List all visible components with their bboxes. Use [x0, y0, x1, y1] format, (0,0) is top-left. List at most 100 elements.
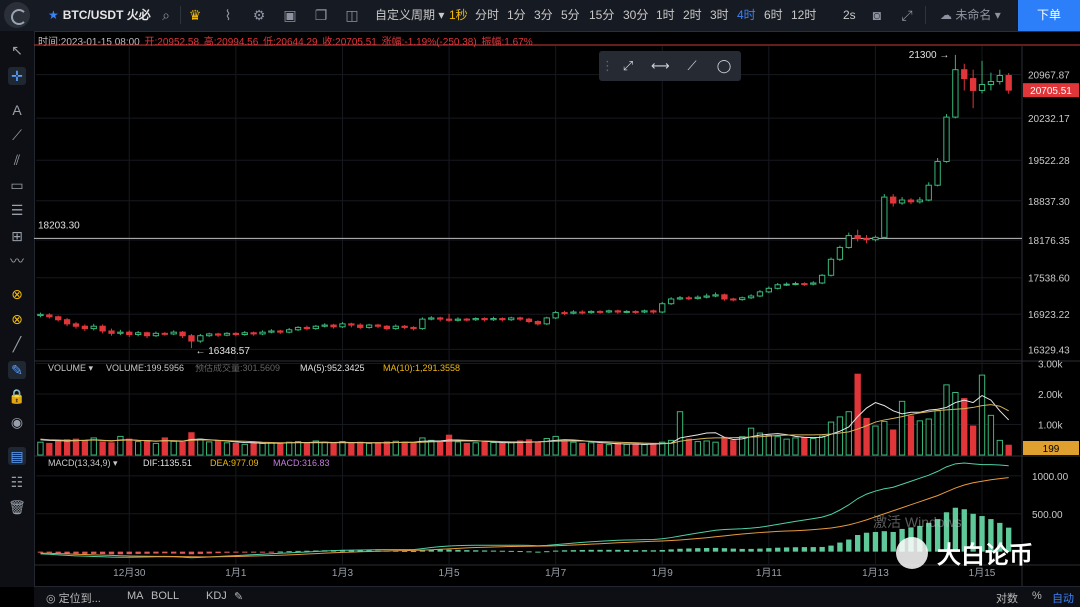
custom-period-dropdown[interactable]: 自定义周期 ▾	[375, 8, 445, 22]
grid-icon[interactable]: ⊞	[11, 228, 23, 244]
price-tick-label: 16329.43	[1028, 345, 1070, 356]
period-3[interactable]: 3分	[534, 8, 553, 22]
period-1[interactable]: 分时	[475, 8, 500, 22]
candle-body	[188, 335, 195, 342]
period-5[interactable]: 15分	[589, 8, 615, 22]
price-tick-label: 20232.17	[1028, 114, 1070, 125]
candle-body	[206, 333, 213, 337]
crown-icon[interactable]: ♛	[188, 7, 202, 23]
locate-button[interactable]: ◎ 定位到...	[46, 593, 101, 605]
top-toolbar: ★ BTC/USDT 火必 ⌕ ♛ ⌇ ⚙ ▣ ❐ ◫ 自定义周期 ▾ 1秒 分时 1…	[0, 0, 1080, 32]
macd-histogram-bar	[819, 546, 825, 552]
edit-icon[interactable]: ✎	[234, 591, 244, 603]
ma-indicator-button[interactable]: MA	[127, 590, 144, 602]
cloud-account[interactable]: ☁ 未命名 ▾	[940, 8, 1001, 22]
percent-scale-toggle[interactable]: %	[1032, 590, 1042, 602]
crosshair-icon[interactable]: ✛	[8, 67, 26, 85]
refresh-interval[interactable]: 2s	[843, 8, 856, 22]
objects-tree-icon[interactable]: ▤	[8, 447, 26, 465]
line-tool-icon[interactable]: ⟋	[687, 58, 697, 73]
volume-bar	[792, 437, 799, 456]
volume-bar	[454, 441, 462, 456]
favorite-star-icon[interactable]: ★	[48, 8, 59, 22]
candle-body	[472, 318, 479, 321]
volume-bar	[827, 421, 835, 456]
template-icon[interactable]: ❐	[314, 7, 328, 23]
checklist-icon[interactable]: ☷	[10, 474, 24, 490]
period-12[interactable]: 12时	[791, 8, 817, 22]
fullscreen-icon[interactable]: ⤢	[901, 7, 913, 23]
rectangle-icon[interactable]: ▭	[10, 177, 24, 193]
macd-histogram-bar	[739, 548, 745, 552]
magnet-icon[interactable]: ⊗	[11, 286, 23, 302]
channel-icon[interactable]: ⫽	[13, 152, 21, 168]
wave-icon[interactable]: 〰	[10, 253, 24, 269]
circle-tool-icon[interactable]: ◯	[716, 58, 732, 73]
candle-body	[99, 325, 106, 332]
period-7[interactable]: 1时	[656, 8, 675, 22]
volume-bar	[952, 391, 959, 456]
period-2[interactable]: 1分	[507, 8, 526, 22]
search-icon[interactable]: ⌕	[162, 7, 170, 23]
info-time: 时间:2023-01-15 08:00	[38, 37, 140, 48]
lock-icon[interactable]: 🔒	[8, 388, 26, 404]
macd-histogram-bar	[570, 550, 577, 552]
ruler-icon[interactable]: ╱	[12, 336, 22, 352]
order-button[interactable]: 下单	[1018, 0, 1080, 31]
cursor-arrow-icon[interactable]: ↖	[11, 42, 23, 58]
candle-body	[765, 287, 773, 293]
period-9[interactable]: 3时	[710, 8, 729, 22]
candle-body	[854, 235, 861, 240]
volume-bar	[774, 436, 781, 456]
macd-histogram-bar	[730, 548, 736, 552]
period-6[interactable]: 30分	[623, 8, 649, 22]
camera-icon[interactable]: ◙	[872, 7, 882, 23]
indicator-icon[interactable]: ⌇	[224, 7, 232, 23]
log-scale-toggle[interactable]: 对数	[996, 593, 1018, 605]
horizontal-line-tool-icon[interactable]: ⟷	[651, 58, 670, 73]
volume-bar	[312, 440, 319, 456]
candle-body	[552, 312, 559, 319]
boll-indicator-button[interactable]: BOLL	[151, 590, 180, 602]
brush-icon[interactable]: ✎	[8, 361, 26, 379]
volume-bar	[161, 437, 168, 456]
settings-gear-icon[interactable]: ⚙	[252, 7, 266, 23]
text-tool-icon[interactable]: A	[12, 102, 22, 118]
cloud-icon: ☁	[940, 8, 952, 22]
macd-histogram-bar	[108, 551, 115, 555]
symbol-selector[interactable]: ★ BTC/USDT 火必	[48, 0, 151, 31]
period-11[interactable]: 6时	[764, 8, 783, 22]
candle-body	[916, 199, 924, 203]
magnet-strong-icon[interactable]: ⊗	[11, 311, 23, 327]
period-10[interactable]: 4时	[737, 8, 756, 22]
ray-tool-icon[interactable]: ⤢	[622, 58, 634, 73]
volume-legend-1: 预估成交量:301.5609	[195, 362, 280, 373]
volume-bar	[667, 439, 675, 456]
chart-type-icon[interactable]: ▣	[283, 7, 297, 23]
period-0[interactable]: 1秒	[449, 8, 468, 22]
volume-bar	[170, 440, 177, 456]
macd-histogram-bar	[481, 550, 488, 552]
volume-bar	[712, 441, 719, 456]
auto-scale-toggle[interactable]: 自动	[1052, 593, 1074, 605]
candle-body	[676, 297, 684, 300]
period-4[interactable]: 5分	[561, 8, 580, 22]
period-8[interactable]: 2时	[683, 8, 702, 22]
price-tick-label: 17538.60	[1028, 274, 1070, 285]
drag-handle-icon[interactable]: ⋮	[601, 58, 614, 73]
candle-body	[534, 320, 542, 325]
price-tick-label: 16923.22	[1028, 310, 1070, 321]
kdj-indicator-button[interactable]: KDJ	[206, 590, 227, 602]
candle-body	[961, 69, 968, 80]
trend-line-icon[interactable]: ⟋	[12, 127, 22, 143]
volume-bar	[37, 441, 44, 456]
volume-bar	[72, 438, 80, 456]
visibility-icon[interactable]: ◉	[10, 414, 24, 430]
high-annotation: 21300 →	[909, 50, 950, 61]
fibonacci-icon[interactable]: ☰	[10, 202, 24, 218]
volume-bar	[259, 442, 266, 456]
trash-icon[interactable]: 🗑	[8, 499, 26, 515]
layout-icon[interactable]: ◫	[345, 7, 359, 23]
macd-legend-1: DEA:977.09	[210, 458, 259, 468]
